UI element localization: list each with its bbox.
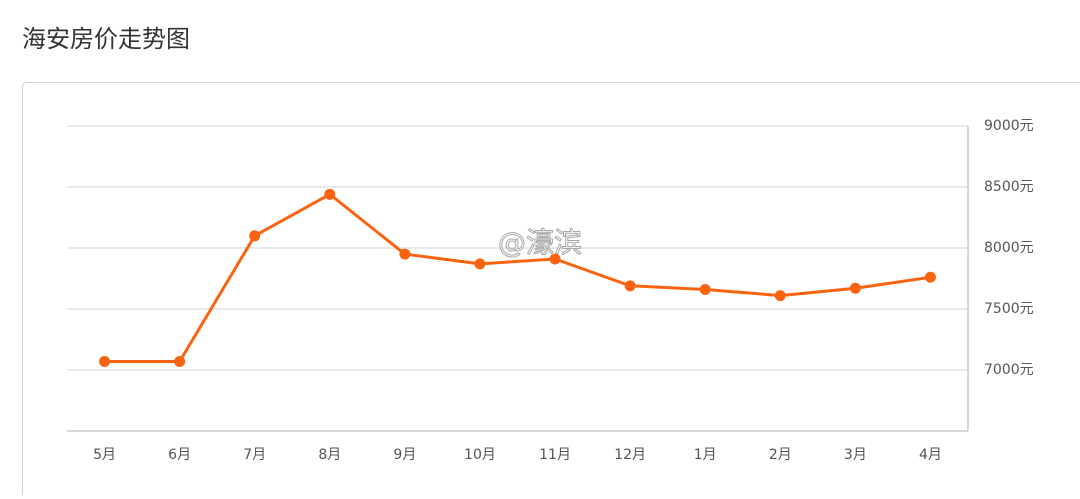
point (775, 290, 786, 301)
y-tick-label: 8500元 (984, 179, 1034, 195)
chart-title: 海安房价走势图 (22, 25, 190, 53)
y-tick-label: 7000元 (984, 362, 1034, 378)
x-tick-label: 8月 (318, 447, 341, 463)
point (399, 249, 410, 260)
x-tick-label: 2月 (769, 447, 792, 463)
x-tick-label: 3月 (844, 447, 867, 463)
x-tick-label: 10月 (464, 447, 496, 463)
point (474, 258, 485, 269)
panel (23, 83, 1080, 496)
y-tick-label: 7500元 (984, 301, 1034, 317)
x-tick-label: 11月 (539, 447, 571, 463)
point (174, 356, 185, 367)
point (925, 272, 936, 283)
y-tick-label: 8000元 (984, 240, 1034, 256)
x-tick-label: 6月 (168, 447, 191, 463)
point (550, 253, 561, 264)
point (700, 284, 711, 295)
x-tick-label: 4月 (919, 447, 942, 463)
point (625, 280, 636, 291)
point (99, 356, 110, 367)
x-tick-label: 5月 (93, 447, 116, 463)
x-tick-label: 1月 (694, 447, 717, 463)
watermark: @濠滨 (498, 226, 582, 259)
point (249, 230, 260, 241)
y-tick-label: 9000元 (984, 118, 1034, 134)
point (324, 189, 335, 200)
x-tick-label: 12月 (614, 447, 646, 463)
point (850, 283, 861, 294)
x-tick-label: 7月 (243, 447, 266, 463)
x-tick-label: 9月 (393, 447, 416, 463)
